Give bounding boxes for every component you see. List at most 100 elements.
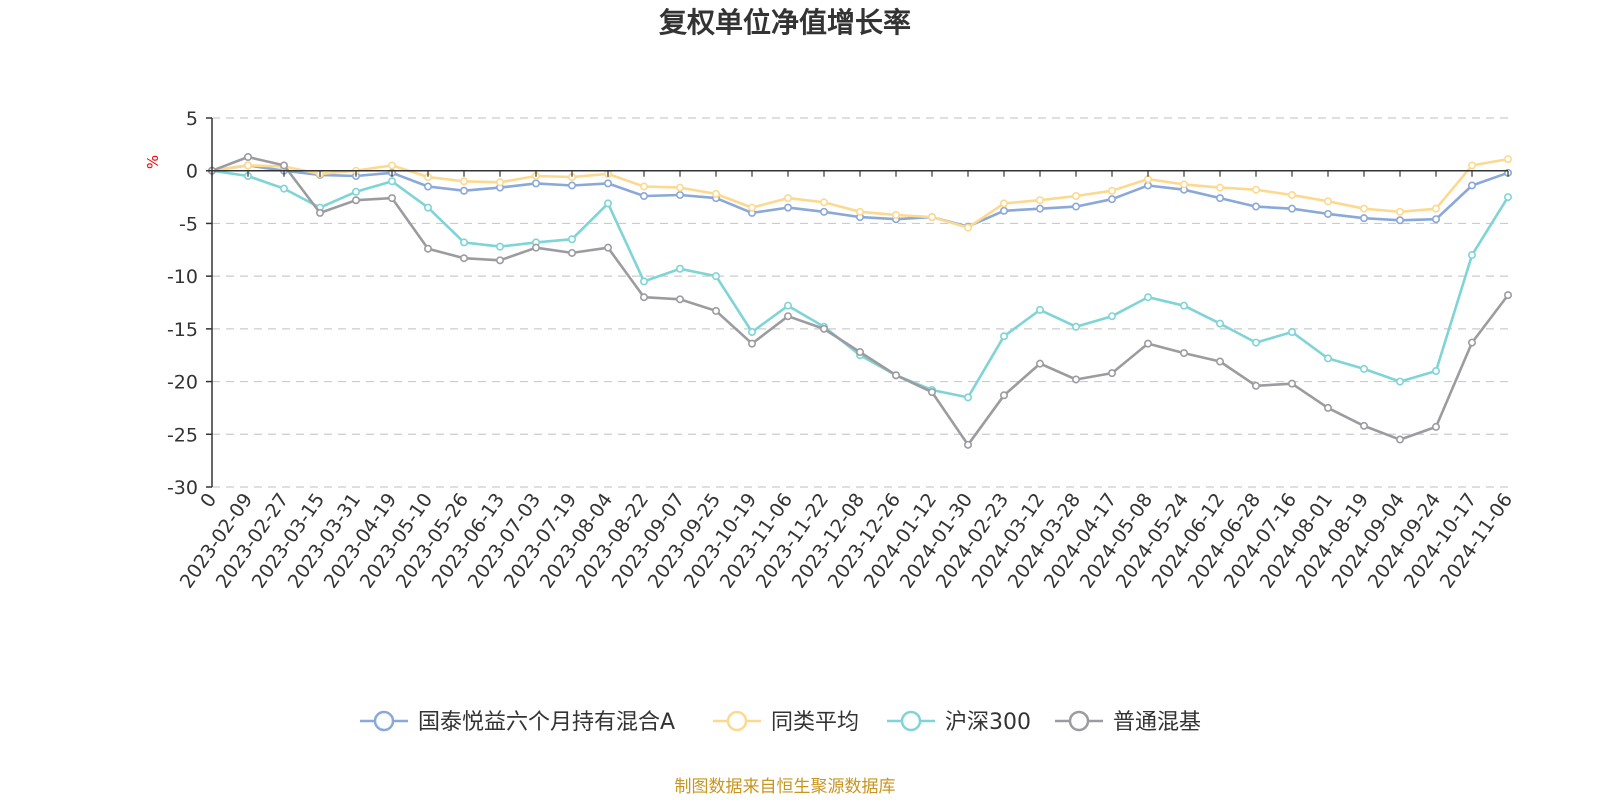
y-axis-unit: % bbox=[144, 155, 162, 169]
data-point bbox=[999, 206, 1008, 215]
legend-item[interactable]: 国泰悦益六个月持有混合A bbox=[360, 710, 675, 735]
data-point bbox=[1468, 251, 1477, 260]
data-point bbox=[1252, 202, 1261, 211]
y-tick-label: -30 bbox=[167, 477, 198, 499]
data-point bbox=[1180, 349, 1189, 358]
data-point bbox=[495, 242, 504, 251]
data-point bbox=[855, 348, 864, 357]
data-point bbox=[1360, 204, 1369, 213]
data-point bbox=[1072, 375, 1081, 384]
data-point bbox=[1288, 328, 1297, 337]
data-point bbox=[387, 161, 396, 170]
data-point bbox=[999, 332, 1008, 341]
data-point bbox=[531, 243, 540, 252]
data-point bbox=[747, 339, 756, 348]
y-tick-label: -10 bbox=[167, 266, 198, 288]
data-point bbox=[819, 324, 828, 333]
data-point bbox=[1396, 435, 1405, 444]
data-point bbox=[1468, 161, 1477, 170]
data-point bbox=[459, 238, 468, 247]
data-point bbox=[1252, 338, 1261, 347]
data-point bbox=[423, 203, 432, 212]
legend-marker-icon bbox=[1068, 710, 1090, 732]
data-point bbox=[1072, 192, 1081, 201]
legend-marker-icon bbox=[900, 710, 922, 732]
data-point bbox=[459, 186, 468, 195]
data-point bbox=[1108, 186, 1117, 195]
data-point bbox=[891, 371, 900, 380]
data-point bbox=[1288, 190, 1297, 199]
data-point bbox=[747, 328, 756, 337]
data-point bbox=[1108, 195, 1117, 204]
legend-label: 同类平均 bbox=[771, 710, 859, 735]
data-point bbox=[1396, 377, 1405, 386]
data-point bbox=[1396, 216, 1405, 225]
data-point bbox=[639, 293, 648, 302]
legend-marker-icon bbox=[726, 710, 748, 732]
legend-item[interactable]: 普通混基 bbox=[1055, 710, 1201, 735]
data-point bbox=[1036, 196, 1045, 205]
data-point bbox=[675, 264, 684, 273]
data-point bbox=[711, 189, 720, 198]
y-tick-label: -25 bbox=[167, 424, 198, 446]
data-point bbox=[1216, 357, 1225, 366]
data-point bbox=[279, 184, 288, 193]
data-point bbox=[1036, 359, 1045, 368]
data-point bbox=[1072, 322, 1081, 331]
data-point bbox=[1108, 312, 1117, 321]
data-point bbox=[1432, 204, 1441, 213]
data-point bbox=[495, 178, 504, 187]
legend-item[interactable]: 同类平均 bbox=[713, 710, 859, 735]
data-point bbox=[244, 161, 253, 170]
legend-label: 沪深300 bbox=[945, 710, 1031, 735]
data-point bbox=[1504, 193, 1513, 202]
data-point bbox=[711, 306, 720, 315]
x-tick-label: 0 bbox=[196, 489, 221, 512]
data-point bbox=[1324, 403, 1333, 412]
y-tick-label: -20 bbox=[167, 372, 198, 394]
data-point bbox=[351, 187, 360, 196]
data-point bbox=[1252, 381, 1261, 390]
gridlines bbox=[212, 117, 1508, 488]
series-lines bbox=[208, 153, 1513, 449]
data-point bbox=[1216, 183, 1225, 192]
legend-label: 普通混基 bbox=[1113, 710, 1201, 735]
data-point bbox=[1144, 175, 1153, 184]
data-point bbox=[927, 388, 936, 397]
y-tick-label: 0 bbox=[186, 161, 198, 183]
data-point bbox=[783, 203, 792, 212]
data-point bbox=[783, 312, 792, 321]
data-point bbox=[1072, 202, 1081, 211]
legend[interactable]: 国泰悦益六个月持有混合A 同类平均 沪深300 普通混基 bbox=[360, 710, 1201, 735]
data-point bbox=[459, 254, 468, 263]
data-point bbox=[675, 183, 684, 192]
data-point bbox=[675, 295, 684, 304]
data-point bbox=[639, 277, 648, 286]
data-point bbox=[567, 248, 576, 257]
data-point bbox=[1180, 301, 1189, 310]
data-point bbox=[1504, 155, 1513, 164]
data-point bbox=[639, 192, 648, 201]
data-point bbox=[819, 198, 828, 207]
data-point bbox=[783, 194, 792, 203]
data-point bbox=[1468, 181, 1477, 190]
data-point bbox=[279, 161, 288, 170]
data-point bbox=[1252, 185, 1261, 194]
data-point bbox=[244, 153, 253, 162]
data-point bbox=[531, 179, 540, 188]
data-point bbox=[999, 391, 1008, 400]
legend-label: 国泰悦益六个月持有混合A bbox=[418, 710, 675, 735]
data-point bbox=[675, 190, 684, 199]
data-point bbox=[423, 244, 432, 253]
legend-marker-icon bbox=[373, 710, 395, 732]
data-point bbox=[819, 207, 828, 216]
data-point bbox=[1396, 207, 1405, 216]
data-point bbox=[603, 179, 612, 188]
series-line bbox=[210, 169, 1510, 399]
data-point bbox=[567, 181, 576, 190]
legend-item[interactable]: 沪深300 bbox=[887, 710, 1031, 735]
data-point bbox=[747, 203, 756, 212]
data-point bbox=[1432, 215, 1441, 224]
data-point bbox=[927, 213, 936, 222]
data-point bbox=[1288, 204, 1297, 213]
